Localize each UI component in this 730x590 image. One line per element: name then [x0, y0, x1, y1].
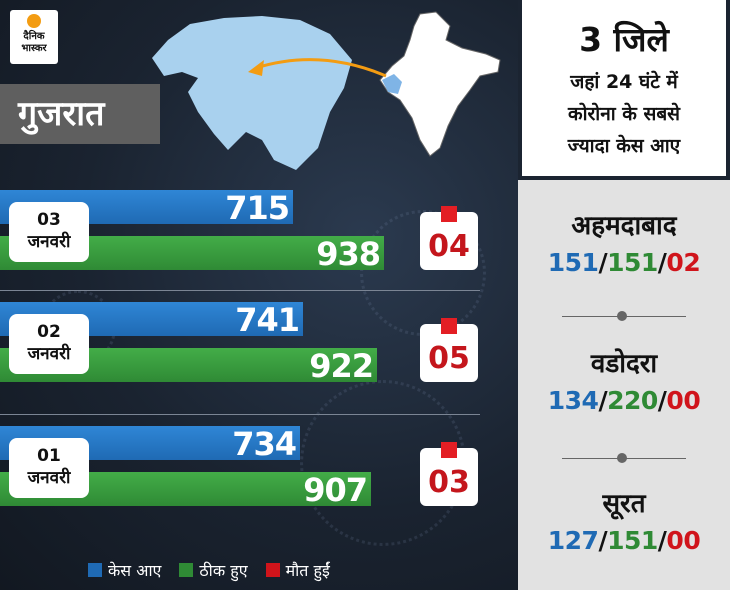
district-figures: 127/151/00 [518, 526, 730, 555]
date-month: जनवरी [27, 232, 71, 252]
deaths-marker-icon [441, 206, 457, 222]
date-month: जनवरी [27, 344, 71, 364]
legend-swatch-recovered [179, 563, 194, 577]
arrow-head [248, 60, 264, 76]
group-divider [0, 414, 480, 415]
legend: केस आए ठीक हुए मौत हुईं [88, 558, 330, 582]
legend-item-cases: केस आए [88, 559, 161, 581]
legend-label-cases: केस आए [108, 561, 162, 580]
side-panel-header: 3 जिले जहां 24 घंटे में कोरोना के सबसे ज… [518, 0, 730, 180]
deaths-value: 04 [428, 229, 470, 264]
district-name: अहमदाबाद [571, 211, 677, 241]
map-graphic [152, 11, 501, 170]
date-day: 01 [37, 446, 61, 466]
deaths-value: 03 [428, 465, 470, 500]
date-month: जनवरी [27, 468, 71, 488]
legend-label-recovered: ठीक हुए [199, 561, 248, 580]
district-deaths: 02 [666, 248, 701, 277]
date-day: 03 [37, 210, 61, 230]
date-label: 02 जनवरी [9, 314, 89, 374]
legend-swatch-deaths [265, 563, 280, 577]
india-map-shape [379, 11, 501, 157]
deaths-badge: 04 [420, 206, 478, 270]
district-cases: 151 [547, 248, 599, 277]
district-recovered: 220 [607, 386, 658, 415]
state-label: गुजरात [0, 84, 160, 144]
district-deaths: 00 [666, 526, 701, 555]
side-panel-subtitle-line: कोरोना के सबसे [567, 103, 681, 125]
figure-separator: / [657, 526, 667, 555]
figure-separator: / [657, 386, 667, 415]
district-figures: 151/151/02 [518, 248, 730, 277]
district-figures: 134/220/00 [518, 386, 730, 415]
figure-separator: / [598, 248, 608, 277]
district-ahmedabad: अहमदाबाद 151/151/02 [518, 206, 730, 277]
deaths-badge: 03 [420, 442, 478, 506]
logo-line1: दैनिक [23, 31, 45, 42]
gujarat-map-shape [152, 16, 352, 170]
india-gujarat-highlight [382, 74, 402, 94]
separator-dot [617, 311, 627, 321]
deaths-marker-icon [441, 318, 457, 334]
dainik-bhaskar-logo: दैनिक भास्कर [10, 10, 58, 64]
figure-separator: / [598, 386, 608, 415]
figure-separator: / [657, 248, 667, 277]
side-panel-title: 3 जिले [579, 20, 669, 59]
bar-cases: 734 [0, 426, 300, 462]
side-panel-subtitle-line: जहां 24 घंटे में [570, 71, 678, 93]
separator-dot [617, 453, 627, 463]
legend-item-recovered: ठीक हुए [179, 559, 248, 581]
date-label: 03 जनवरी [9, 202, 89, 262]
legend-item-deaths: मौत हुईं [265, 559, 330, 581]
district-surat: सूरत 127/151/00 [518, 484, 730, 555]
deaths-marker-icon [441, 442, 457, 458]
district-recovered: 151 [607, 248, 658, 277]
date-label: 01 जनवरी [9, 438, 89, 498]
district-recovered: 151 [607, 526, 658, 555]
district-cases: 134 [547, 386, 599, 415]
side-panel-subtitle-line: ज्यादा केस आए [567, 135, 681, 157]
legend-label-deaths: मौत हुईं [285, 561, 330, 580]
group-divider [0, 290, 480, 291]
date-day: 02 [37, 322, 61, 342]
district-vadodara: वडोदरा 134/220/00 [518, 344, 730, 415]
figure-separator: / [598, 526, 608, 555]
deaths-badge: 05 [420, 318, 478, 382]
deaths-value: 05 [428, 341, 470, 376]
district-name: सूरत [602, 489, 646, 519]
logo-line2: भास्कर [21, 43, 47, 54]
district-deaths: 00 [666, 386, 701, 415]
district-name: वडोदरा [590, 349, 658, 379]
side-panel: 3 जिले जहां 24 घंटे में कोरोना के सबसे ज… [518, 0, 730, 590]
pointer-arrow [255, 58, 387, 78]
logo-sun-icon [27, 14, 41, 28]
district-cases: 127 [547, 526, 599, 555]
legend-swatch-cases [88, 563, 102, 577]
